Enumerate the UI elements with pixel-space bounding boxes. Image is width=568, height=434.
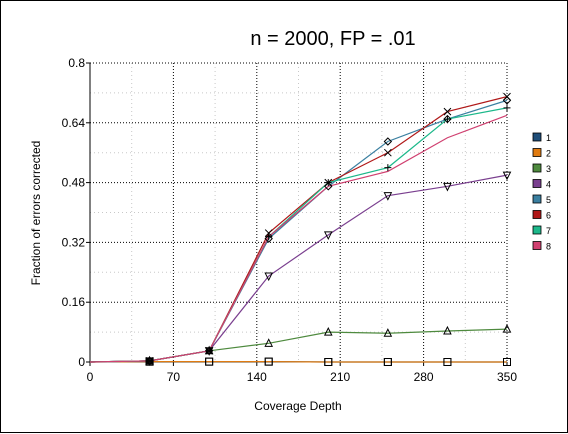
series-line-6 — [90, 97, 507, 362]
legend: 1 2 3 4 5 6 7 8 — [533, 133, 551, 252]
y-tick-label: 0.16 — [62, 295, 86, 309]
legend-label-8: 8 — [546, 242, 551, 252]
legend-swatch-4 — [533, 180, 541, 188]
series-lines — [90, 97, 507, 362]
y-axis-label: Fraction of errors corrected — [29, 141, 43, 286]
y-tick-label: 0 — [78, 355, 85, 369]
x-tick-label: 210 — [330, 370, 350, 384]
y-tick-label: 0.8 — [68, 56, 85, 70]
legend-label-5: 5 — [546, 195, 551, 205]
x-tick-label: 70 — [167, 370, 181, 384]
legend-swatch-3 — [533, 164, 541, 172]
y-tick-label: 0.32 — [62, 235, 86, 249]
legend-swatch-8 — [533, 242, 541, 250]
x-tick-label: 140 — [247, 370, 267, 384]
legend-label-2: 2 — [546, 149, 551, 159]
y-tick-label: 0.64 — [62, 116, 86, 130]
legend-label-1: 1 — [546, 133, 551, 143]
legend-label-3: 3 — [546, 164, 551, 174]
legend-swatch-1 — [533, 133, 541, 141]
legend-label-6: 6 — [546, 211, 551, 221]
y-tick-label: 0.48 — [62, 176, 86, 190]
data-point-7 — [504, 104, 511, 111]
legend-swatch-5 — [533, 195, 541, 203]
x-tick-label: 280 — [414, 370, 434, 384]
legend-swatch-7 — [533, 226, 541, 234]
legend-label-7: 7 — [546, 226, 551, 236]
legend-swatch-6 — [533, 211, 541, 219]
legend-swatch-2 — [533, 149, 541, 157]
x-axis-label: Coverage Depth — [254, 399, 341, 413]
chart-title: n = 2000, FP = .01 — [250, 28, 415, 50]
x-tick-label: 350 — [497, 370, 517, 384]
legend-label-4: 4 — [546, 180, 551, 190]
x-tick-label: 0 — [87, 370, 94, 384]
